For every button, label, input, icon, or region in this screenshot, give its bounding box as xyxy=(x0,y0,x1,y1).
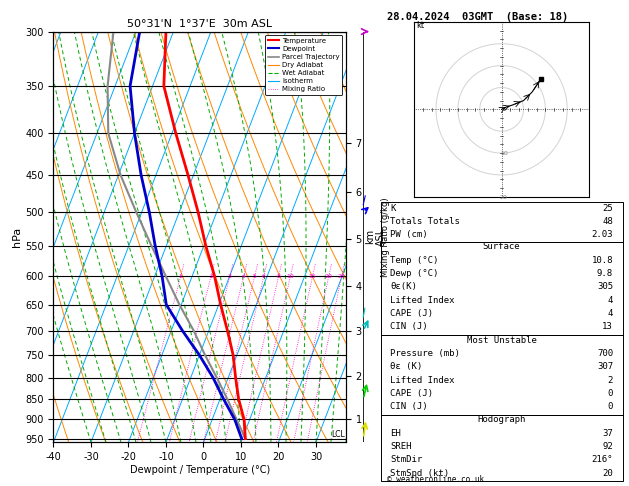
Text: 700: 700 xyxy=(597,349,613,358)
Text: kt: kt xyxy=(416,21,425,31)
Text: 10: 10 xyxy=(287,274,294,279)
Text: 10: 10 xyxy=(500,151,508,156)
Text: 48: 48 xyxy=(603,217,613,226)
Text: Most Unstable: Most Unstable xyxy=(467,336,537,345)
Text: Temp (°C): Temp (°C) xyxy=(390,256,438,265)
Text: 4: 4 xyxy=(608,309,613,318)
Bar xyxy=(381,202,623,242)
Text: 0: 0 xyxy=(608,402,613,411)
Text: 3: 3 xyxy=(228,274,232,279)
Y-axis label: hPa: hPa xyxy=(13,227,23,247)
Text: © weatheronline.co.uk: © weatheronline.co.uk xyxy=(387,474,484,484)
Text: 20: 20 xyxy=(500,195,508,200)
Text: 4: 4 xyxy=(608,295,613,305)
Text: Pressure (mb): Pressure (mb) xyxy=(390,349,460,358)
Text: θε (K): θε (K) xyxy=(390,362,423,371)
Bar xyxy=(381,242,623,335)
Text: 8: 8 xyxy=(277,274,281,279)
Text: θε(K): θε(K) xyxy=(390,282,417,291)
Text: 25: 25 xyxy=(338,274,345,279)
Text: Mixing Ratio (g/kg): Mixing Ratio (g/kg) xyxy=(381,197,390,277)
Text: 37: 37 xyxy=(603,429,613,438)
Text: K: K xyxy=(390,204,396,213)
Text: 2: 2 xyxy=(209,274,213,279)
Text: StmDir: StmDir xyxy=(390,455,423,464)
Text: 6: 6 xyxy=(262,274,265,279)
Text: 20: 20 xyxy=(603,469,613,478)
Text: 216°: 216° xyxy=(591,455,613,464)
Text: SREH: SREH xyxy=(390,442,412,451)
Bar xyxy=(381,335,623,415)
Text: 307: 307 xyxy=(597,362,613,371)
Text: Lifted Index: Lifted Index xyxy=(390,376,455,384)
Text: 10.8: 10.8 xyxy=(591,256,613,265)
Text: StmSpd (kt): StmSpd (kt) xyxy=(390,469,449,478)
Text: 25: 25 xyxy=(603,204,613,213)
Text: 0: 0 xyxy=(608,389,613,398)
Title: 50°31'N  1°37'E  30m ASL: 50°31'N 1°37'E 30m ASL xyxy=(127,19,272,30)
Text: 15: 15 xyxy=(309,274,316,279)
Text: EH: EH xyxy=(390,429,401,438)
X-axis label: Dewpoint / Temperature (°C): Dewpoint / Temperature (°C) xyxy=(130,465,270,475)
Text: CAPE (J): CAPE (J) xyxy=(390,309,433,318)
Text: 1: 1 xyxy=(179,274,182,279)
Text: PW (cm): PW (cm) xyxy=(390,230,428,240)
Legend: Temperature, Dewpoint, Parcel Trajectory, Dry Adiabat, Wet Adiabat, Isotherm, Mi: Temperature, Dewpoint, Parcel Trajectory… xyxy=(265,35,342,95)
Bar xyxy=(381,415,623,481)
Text: 2.03: 2.03 xyxy=(591,230,613,240)
Text: 305: 305 xyxy=(597,282,613,291)
Text: 5: 5 xyxy=(253,274,257,279)
Text: Surface: Surface xyxy=(483,243,520,251)
Text: 2: 2 xyxy=(608,376,613,384)
Text: LCL: LCL xyxy=(331,430,345,439)
Text: 13: 13 xyxy=(603,322,613,331)
Text: 4: 4 xyxy=(242,274,245,279)
Text: CIN (J): CIN (J) xyxy=(390,402,428,411)
Text: Totals Totals: Totals Totals xyxy=(390,217,460,226)
Text: CIN (J): CIN (J) xyxy=(390,322,428,331)
Y-axis label: km
ASL: km ASL xyxy=(365,228,386,246)
Text: CAPE (J): CAPE (J) xyxy=(390,389,433,398)
Text: 9.8: 9.8 xyxy=(597,269,613,278)
Text: Lifted Index: Lifted Index xyxy=(390,295,455,305)
Text: 92: 92 xyxy=(603,442,613,451)
Text: 20: 20 xyxy=(325,274,333,279)
Text: Hodograph: Hodograph xyxy=(477,416,526,424)
Text: 28.04.2024  03GMT  (Base: 18): 28.04.2024 03GMT (Base: 18) xyxy=(387,12,568,22)
Text: Dewp (°C): Dewp (°C) xyxy=(390,269,438,278)
